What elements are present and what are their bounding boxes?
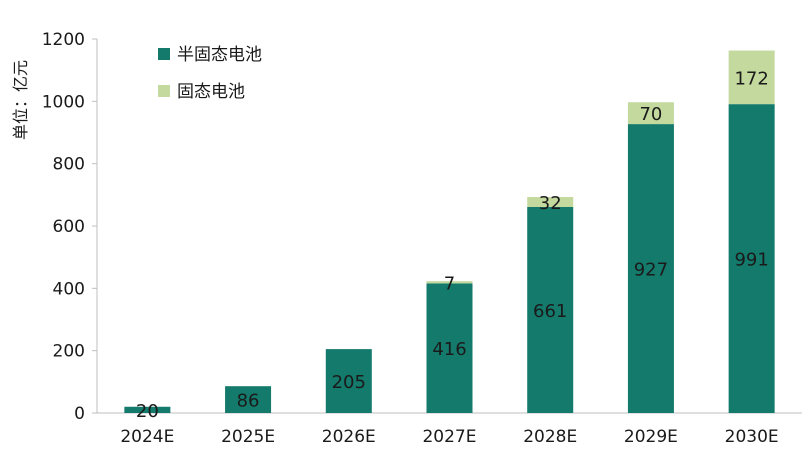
data-label-solid: 7	[444, 273, 455, 294]
y-tick-label: 200	[53, 342, 85, 362]
data-label-solid: 172	[734, 68, 768, 89]
x-axis: 2024E 2025E 2026E 2027E 2028E 2029E 2030E	[97, 412, 802, 447]
bar-semi-solid	[627, 124, 674, 414]
legend-label: 半固态电池	[177, 45, 262, 65]
x-tick-label: 2025E	[221, 427, 275, 447]
bar-solid	[527, 197, 574, 207]
data-label-semi-solid: 991	[734, 250, 768, 271]
data-label-semi-solid: 661	[533, 301, 567, 322]
bar-solid	[728, 50, 775, 105]
y-tick-label: 0	[74, 404, 85, 424]
y-tick-label: 800	[53, 155, 85, 175]
bar-semi-solid	[426, 283, 473, 413]
data-label-semi-solid: 927	[634, 260, 668, 281]
x-tick-label: 2028E	[523, 427, 577, 447]
data-label-semi-solid: 205	[332, 372, 366, 393]
bar-semi-solid	[325, 349, 372, 413]
data-label-solid: 32	[539, 193, 562, 214]
y-axis: 0 200 400 600 800 1000 1200	[42, 30, 98, 424]
legend-label: 固态电池	[177, 82, 245, 102]
bar-semi-solid	[527, 206, 574, 413]
bar-semi-solid	[728, 104, 775, 413]
data-label-semi-solid: 86	[237, 391, 260, 412]
y-tick-label: 1200	[42, 30, 85, 50]
y-tick-label: 600	[53, 217, 85, 237]
y-tick-label: 1000	[42, 92, 85, 112]
y-tick-label: 400	[53, 279, 85, 299]
legend-swatch	[158, 48, 170, 60]
y-axis-title: 单位：亿元	[11, 60, 30, 140]
data-labels: 20 86 205 416 7 661 32 927 70 991 172	[136, 68, 769, 422]
bars	[124, 50, 775, 414]
data-label-semi-solid: 416	[432, 339, 466, 360]
x-tick-label: 2024E	[120, 427, 174, 447]
bar-semi-solid	[225, 386, 272, 413]
bar-semi-solid	[124, 406, 171, 413]
x-tick-label: 2029E	[624, 427, 678, 447]
data-label-solid: 70	[639, 104, 662, 125]
bar-solid	[627, 102, 674, 125]
x-tick-label: 2026E	[322, 427, 376, 447]
x-tick-label: 2030E	[725, 427, 779, 447]
data-label-semi-solid: 20	[136, 401, 159, 422]
x-tick-label: 2027E	[422, 427, 476, 447]
bar-solid	[426, 281, 473, 284]
legend-swatch	[158, 85, 170, 97]
